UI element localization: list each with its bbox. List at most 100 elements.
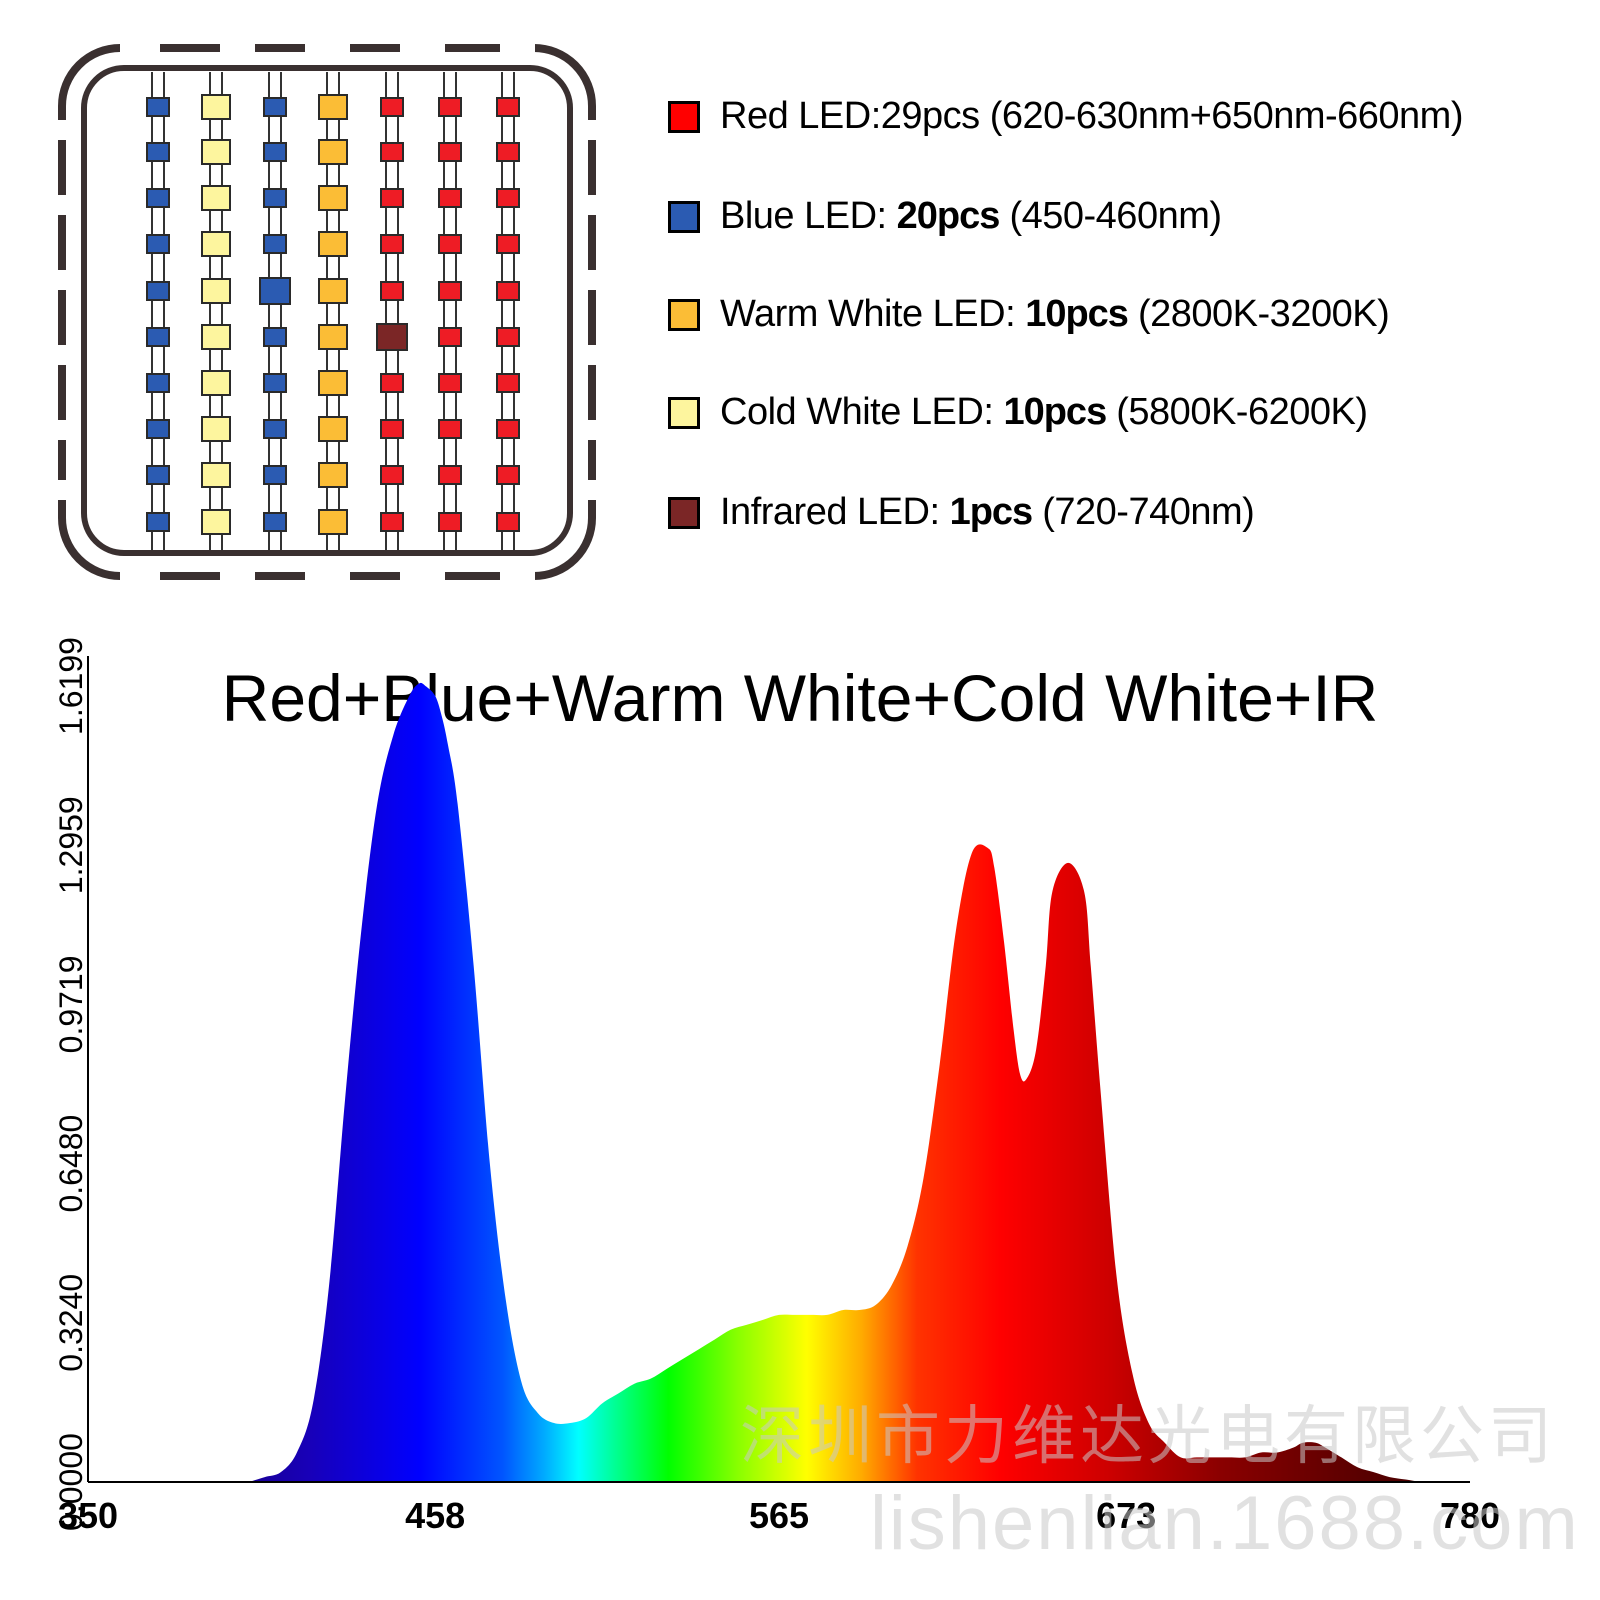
led-red [438,142,462,162]
x-tick-label: 458 [405,1495,465,1536]
cold-white-swatch [668,396,700,429]
x-tick-label: 350 [58,1495,118,1536]
frame-gap [584,195,600,215]
chip-frame [54,40,600,584]
y-tick-label: 0.3240 [53,1274,89,1372]
led-warm-white [318,94,348,120]
x-tick-label: 780 [1440,1495,1500,1536]
frame-gap [54,345,70,365]
led-red [496,465,520,485]
inner-board [81,65,573,556]
led-red [380,512,404,532]
led-red [496,512,520,532]
frame-gap [305,40,350,56]
x-tick-label: 565 [749,1495,809,1536]
legend-label-warm-white: Warm White LED: [720,293,1026,335]
led-cold-white [201,370,231,396]
frame-gap [400,40,445,56]
led-red [380,419,404,439]
led-red [496,281,520,301]
red-swatch [668,100,700,133]
frame-gap [54,195,70,215]
y-tick-label: 0.0000 [53,1433,89,1531]
led-cold-white [201,94,231,120]
led-infrared [376,323,408,351]
frame-gap [305,568,350,584]
led-warm-white [318,231,348,257]
legend-range-infrared: (720-740nm) [1032,491,1255,533]
led-warm-white [318,370,348,396]
frame-gap [54,480,70,500]
legend-item-cold-white: Cold White LED: 10pcs (5800K-6200K) [668,391,1368,434]
frame-gap [400,568,445,584]
led-warm-white [318,416,348,442]
led-blue [263,327,287,347]
frame-gap [54,420,70,440]
led-chip-diagram [54,40,600,584]
led-blue [263,142,287,162]
led-red [438,465,462,485]
legend-label-cold-white: Cold White LED: [720,391,1004,433]
x-tick-label: 673 [1096,1495,1156,1536]
led-red [380,97,404,117]
legend-range-warm-white: (2800K-3200K) [1127,293,1390,335]
led-red [380,281,404,301]
led-blue-large [259,277,291,305]
led-cold-white [201,139,231,165]
frame-gap [584,270,600,290]
frame-gap [220,568,255,584]
legend-item-infrared: Infrared LED: 1pcs (720-740nm) [668,491,1255,534]
frame-gap [120,40,160,56]
led-blue [146,373,170,393]
led-warm-white [318,278,348,304]
led-blue [263,465,287,485]
legend-count-blue: 20pcs [896,195,1001,237]
y-tick-label: 0.6480 [53,1115,89,1213]
led-blue [146,465,170,485]
led-red [438,234,462,254]
legend-count-warm-white: 10pcs [1025,293,1129,335]
chip-led-grid [146,72,520,550]
led-red [380,373,404,393]
led-red [496,419,520,439]
spectrum-chart: 350 458 565 673 780 0.0000 0.3240 0.6480 0.9719 1… [53,637,1500,1536]
legend-label-infrared: Infrared LED: [720,491,950,533]
led-red [438,97,462,117]
led-blue [146,188,170,208]
led-red [438,512,462,532]
led-blue [263,234,287,254]
legend-item-blue: Blue LED: 20pcs (450-460nm) [668,195,1222,238]
led-warm-white [318,185,348,211]
led-red [380,188,404,208]
led-red [496,373,520,393]
legend-label-blue: Blue LED: [720,195,897,237]
led-blue [263,512,287,532]
led-red [380,465,404,485]
led-cold-white [201,324,231,350]
frame-gap [500,568,535,584]
led-red [496,327,520,347]
y-tick-label: 1.2959 [53,796,89,894]
led-red [380,234,404,254]
led-cold-white [201,509,231,535]
y-tick-label: 1.6199 [53,637,89,735]
led-red [438,327,462,347]
led-warm-white [318,462,348,488]
frame-gap [500,40,535,56]
led-blue [146,142,170,162]
led-blue [146,512,170,532]
led-blue [146,281,170,301]
legend-count-infrared: 1pcs [949,491,1034,533]
led-cold-white [201,231,231,257]
led-red [496,142,520,162]
led-red [496,97,520,117]
frame-gap [584,480,600,500]
legend-range-cold-white: (5800K-6200K) [1106,391,1368,433]
led-blue [263,188,287,208]
spectrum-area [248,682,1471,1482]
frame-gap [120,568,160,584]
led-cold-white [201,278,231,304]
legend-label-red: Red LED:29pcs (620-630nm+650nm-660nm) [720,95,1463,137]
led-blue [263,97,287,117]
chart-axes: 350 458 565 673 780 0.0000 0.3240 0.6480 0.9719 1… [53,637,1500,1536]
